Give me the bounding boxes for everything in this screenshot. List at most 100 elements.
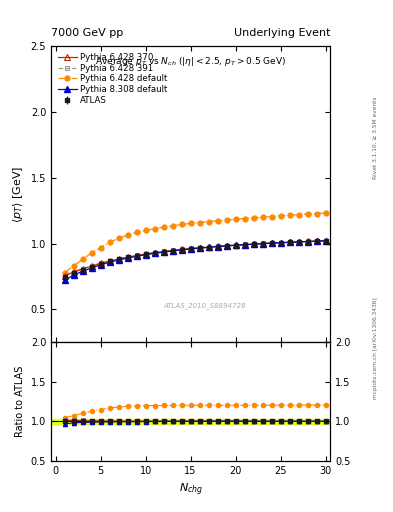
Pythia 6.428 370 <box>179 246 184 252</box>
Pythia 6.428 default <box>215 218 220 224</box>
Pythia 6.428 391 <box>152 249 157 255</box>
Y-axis label: $\langle p_T \rangle$ [GeV]: $\langle p_T \rangle$ [GeV] <box>11 165 25 223</box>
Pythia 6.428 default <box>323 210 328 216</box>
Pythia 6.428 370 <box>206 244 211 250</box>
Pythia 8.308 default <box>242 242 247 248</box>
Pythia 6.428 370 <box>314 238 319 244</box>
Pythia 8.308 default <box>179 247 184 253</box>
Pythia 6.428 391 <box>170 247 175 253</box>
Pythia 6.428 default <box>80 257 85 263</box>
Pythia 6.428 370 <box>323 238 328 244</box>
Pythia 6.428 370 <box>269 240 274 246</box>
Text: ATLAS_2010_S8894728: ATLAS_2010_S8894728 <box>163 302 246 309</box>
Pythia 8.308 default <box>62 278 67 284</box>
Pythia 8.308 default <box>152 250 157 257</box>
Pythia 6.428 391 <box>197 245 202 251</box>
Pythia 6.428 391 <box>269 240 274 246</box>
Pythia 6.428 370 <box>188 245 193 251</box>
Pythia 6.428 370 <box>125 254 130 260</box>
Pythia 6.428 default <box>179 221 184 227</box>
Pythia 6.428 370 <box>224 243 229 249</box>
Pythia 6.428 default <box>161 224 166 230</box>
Line: Pythia 6.428 370: Pythia 6.428 370 <box>62 238 329 279</box>
Pythia 6.428 370 <box>260 241 265 247</box>
Pythia 8.308 default <box>134 253 139 260</box>
Pythia 6.428 default <box>152 226 157 232</box>
Pythia 6.428 391 <box>260 240 265 246</box>
Pythia 8.308 default <box>323 238 328 244</box>
Pythia 6.428 370 <box>143 251 148 257</box>
Pythia 6.428 370 <box>98 261 103 267</box>
Line: Pythia 6.428 default: Pythia 6.428 default <box>62 210 328 275</box>
Pythia 6.428 default <box>188 220 193 226</box>
Pythia 8.308 default <box>188 246 193 252</box>
Pythia 6.428 default <box>296 211 301 218</box>
Pythia 8.308 default <box>287 239 292 245</box>
Text: Average $p_T$ vs $N_{ch}$ ($|\eta| < 2.5$, $p_T > 0.5$ GeV): Average $p_T$ vs $N_{ch}$ ($|\eta| < 2.5… <box>95 55 286 68</box>
Pythia 6.428 391 <box>62 272 67 278</box>
Pythia 6.428 391 <box>80 266 85 272</box>
Pythia 6.428 391 <box>224 243 229 249</box>
Pythia 6.428 391 <box>125 254 130 260</box>
Pythia 6.428 default <box>98 244 103 250</box>
Pythia 8.308 default <box>206 244 211 250</box>
Pythia 6.428 391 <box>134 252 139 259</box>
Pythia 6.428 370 <box>107 258 112 264</box>
Pythia 6.428 391 <box>143 251 148 257</box>
Pythia 6.428 391 <box>251 241 256 247</box>
Pythia 6.428 default <box>170 223 175 229</box>
Pythia 6.428 370 <box>215 243 220 249</box>
Pythia 6.428 370 <box>62 273 67 279</box>
Pythia 6.428 default <box>71 263 76 269</box>
Pythia 6.428 370 <box>170 247 175 253</box>
Pythia 6.428 370 <box>152 250 157 256</box>
Pythia 8.308 default <box>80 268 85 274</box>
Pythia 8.308 default <box>296 239 301 245</box>
Pythia 6.428 default <box>143 227 148 233</box>
Pythia 6.428 370 <box>305 239 310 245</box>
Pythia 6.428 default <box>233 216 238 222</box>
Pythia 6.428 391 <box>89 263 94 269</box>
Pythia 6.428 370 <box>251 241 256 247</box>
Text: Underlying Event: Underlying Event <box>233 28 330 38</box>
Pythia 6.428 default <box>287 212 292 218</box>
Pythia 6.428 default <box>314 210 319 217</box>
Pythia 6.428 370 <box>242 242 247 248</box>
Pythia 6.428 default <box>116 235 121 241</box>
Pythia 6.428 370 <box>296 239 301 245</box>
Pythia 6.428 391 <box>242 242 247 248</box>
Pythia 6.428 391 <box>98 260 103 266</box>
Pythia 8.308 default <box>305 239 310 245</box>
Pythia 6.428 370 <box>233 242 238 248</box>
Pythia 8.308 default <box>224 243 229 249</box>
Text: Rivet 3.1.10, ≥ 3.5M events: Rivet 3.1.10, ≥ 3.5M events <box>373 97 378 180</box>
Y-axis label: Ratio to ATLAS: Ratio to ATLAS <box>15 366 25 437</box>
Pythia 6.428 default <box>224 217 229 223</box>
Pythia 6.428 370 <box>287 239 292 245</box>
Pythia 6.428 default <box>305 211 310 217</box>
Pythia 6.428 370 <box>278 240 283 246</box>
Pythia 8.308 default <box>71 272 76 278</box>
Pythia 8.308 default <box>161 249 166 255</box>
Pythia 6.428 default <box>125 232 130 238</box>
Pythia 6.428 default <box>206 219 211 225</box>
Pythia 8.308 default <box>170 248 175 254</box>
Pythia 8.308 default <box>143 252 148 258</box>
Pythia 8.308 default <box>251 241 256 247</box>
Pythia 6.428 391 <box>323 238 328 244</box>
Pythia 6.428 370 <box>89 263 94 269</box>
Pythia 8.308 default <box>116 257 121 263</box>
Line: Pythia 6.428 391: Pythia 6.428 391 <box>62 238 328 278</box>
Pythia 6.428 391 <box>179 246 184 252</box>
Pythia 8.308 default <box>278 240 283 246</box>
Pythia 8.308 default <box>197 245 202 251</box>
Pythia 6.428 default <box>134 229 139 236</box>
Pythia 6.428 391 <box>287 239 292 245</box>
Pythia 6.428 391 <box>314 238 319 244</box>
Pythia 6.428 default <box>251 215 256 221</box>
Pythia 6.428 default <box>269 214 274 220</box>
Pythia 6.428 default <box>278 213 283 219</box>
Pythia 6.428 391 <box>188 245 193 251</box>
Pythia 6.428 391 <box>71 268 76 274</box>
Pythia 8.308 default <box>107 259 112 265</box>
